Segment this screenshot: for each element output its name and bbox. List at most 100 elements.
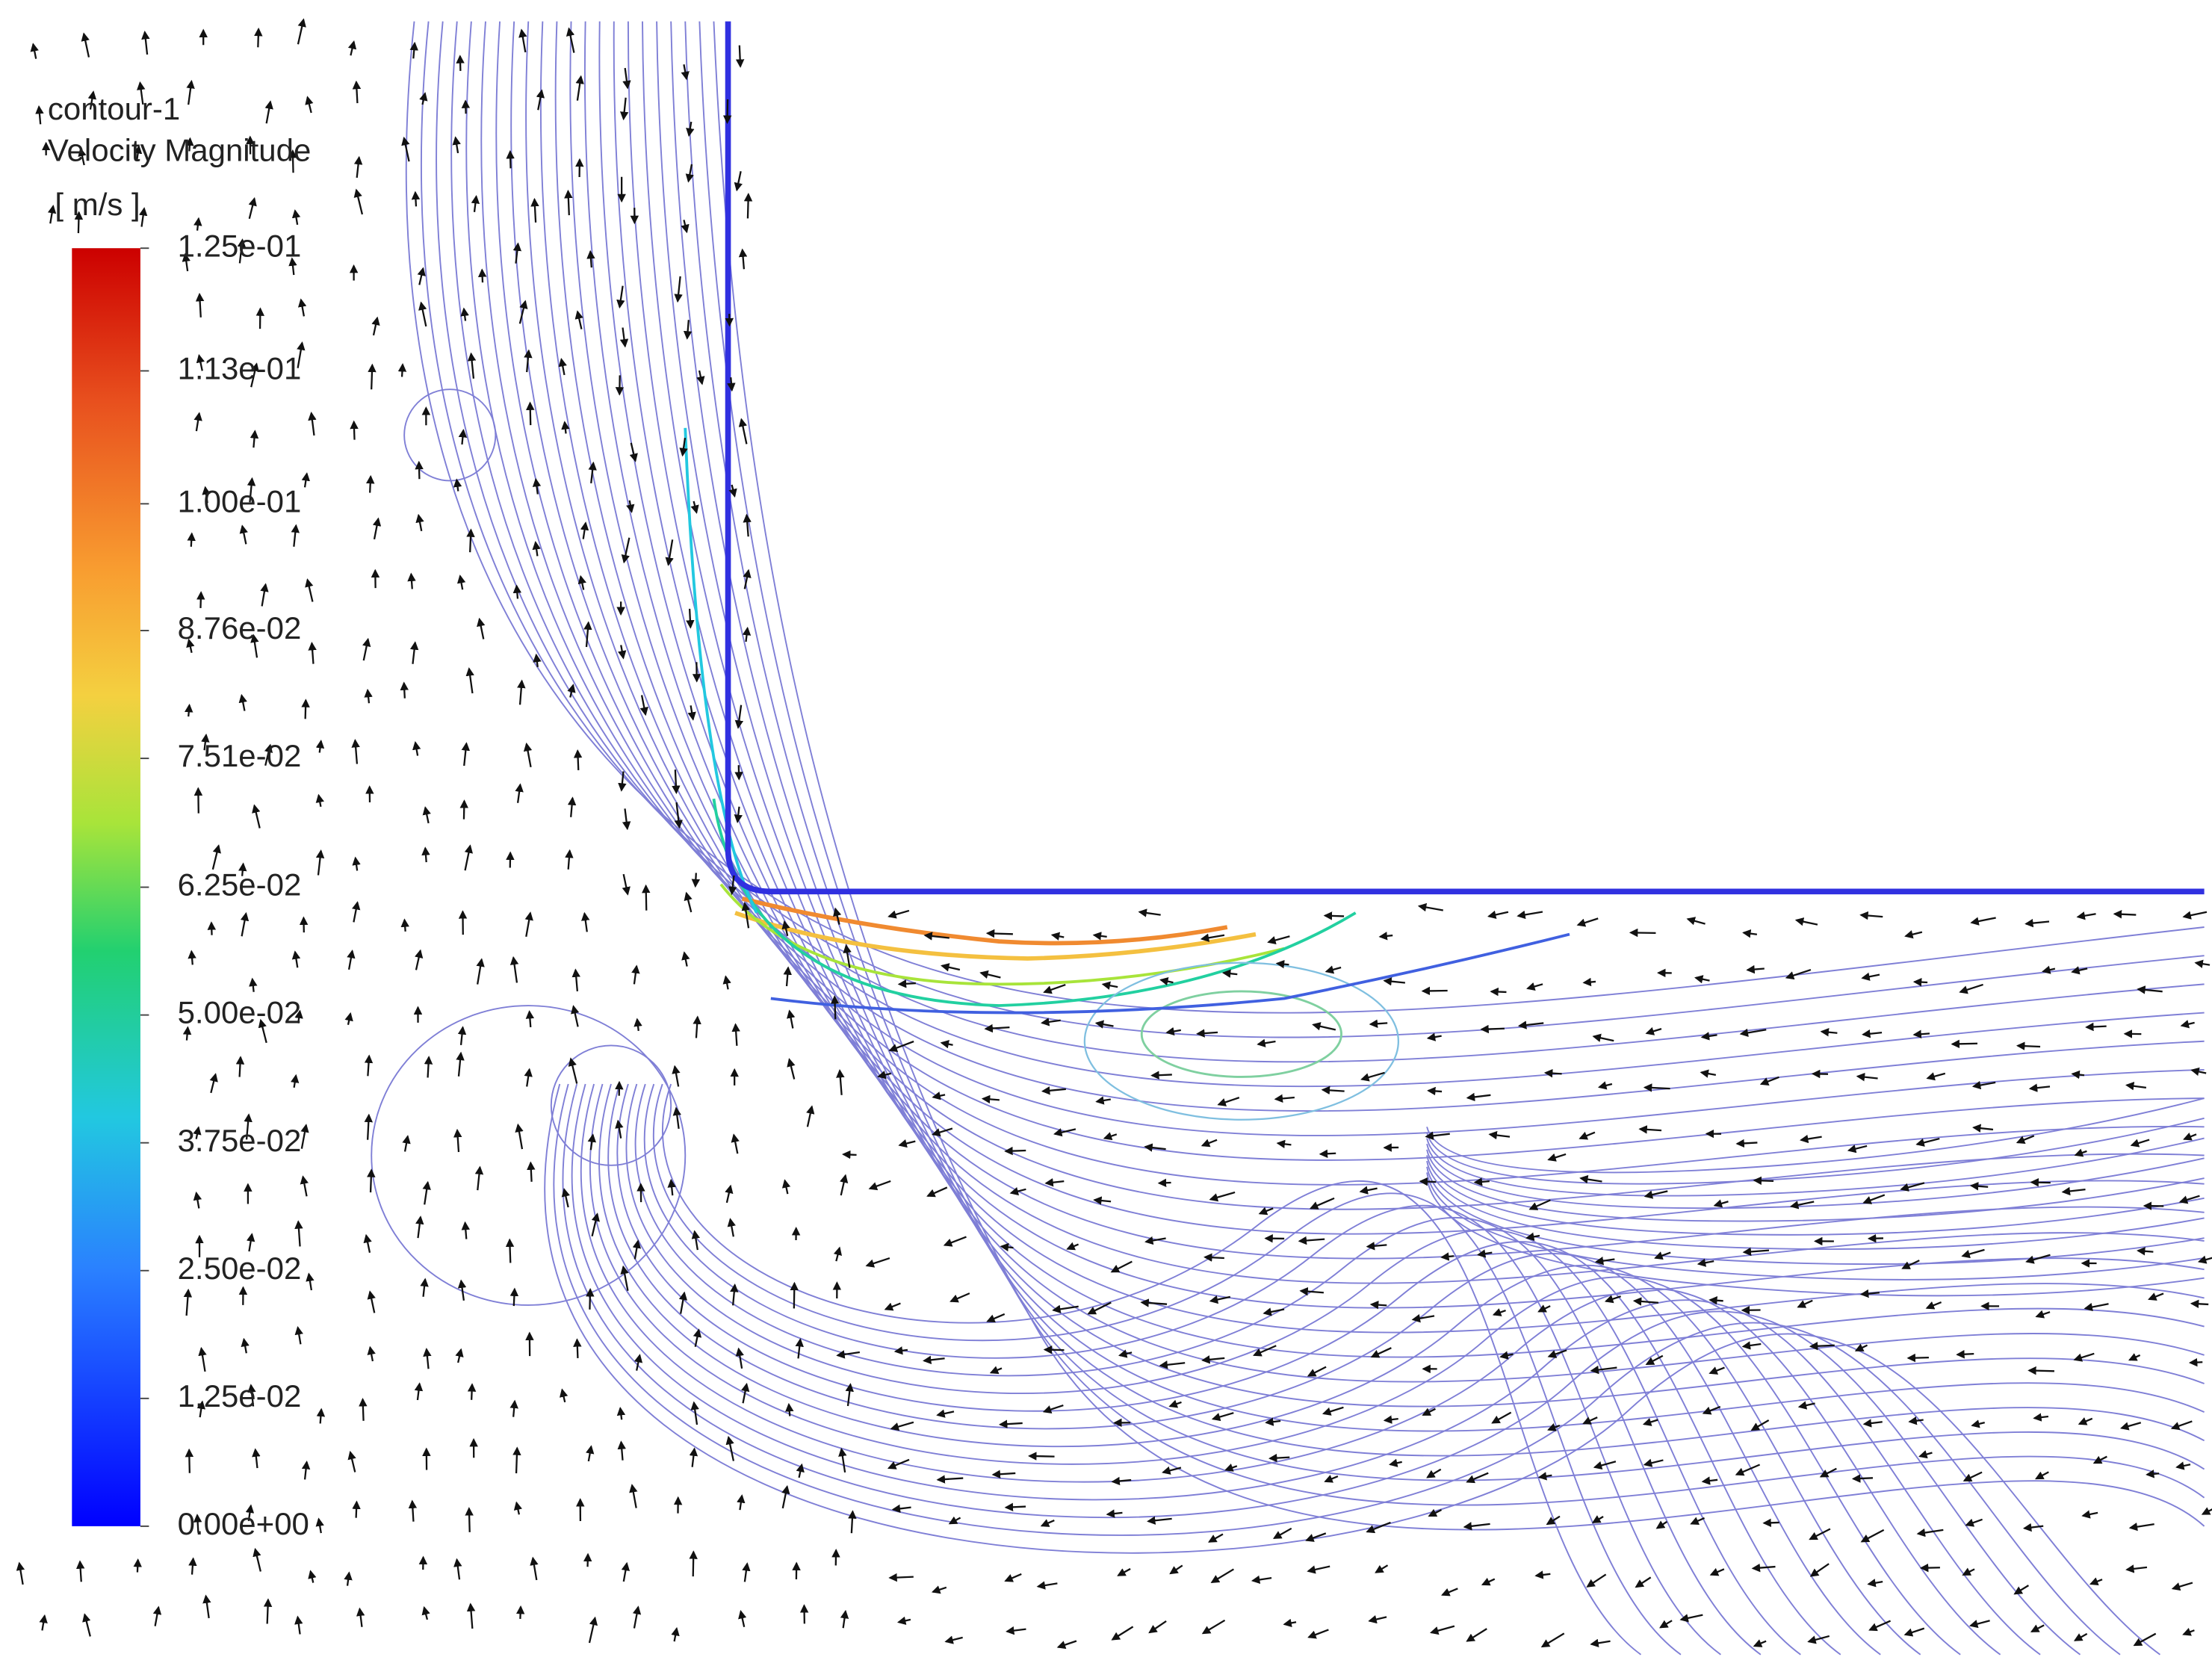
vector-arrow: [247, 477, 256, 503]
vector-arrow: [836, 1350, 861, 1359]
vector-arrow: [1904, 930, 1923, 939]
vector-arrow: [2071, 966, 2088, 975]
vector-arrow: [247, 1384, 256, 1407]
vector-arrow: [1319, 1149, 1336, 1159]
vector-arrow: [2042, 965, 2056, 974]
contour-line: [712, 798, 1357, 1007]
streamline: [643, 1083, 1721, 1656]
vector-arrow: [898, 1139, 916, 1148]
vector-arrow: [1962, 1471, 1983, 1481]
vector-arrow: [1700, 1032, 1717, 1041]
vector-arrow: [1488, 1130, 1511, 1140]
vector-arrow: [1144, 1143, 1166, 1152]
vector-arrow: [2074, 1148, 2087, 1157]
vector-arrow: [1052, 1304, 1079, 1314]
vector-arrow: [1642, 1417, 1658, 1426]
vector-arrow: [1307, 1366, 1327, 1377]
vector-arrow: [78, 147, 87, 166]
vector-arrow: [1417, 902, 1443, 912]
vector-arrow: [738, 418, 748, 445]
vector-arrow: [843, 944, 852, 968]
vector-arrow: [407, 572, 416, 589]
vector-arrow: [419, 92, 428, 105]
vector-arrow: [2073, 1632, 2088, 1641]
vector-arrow: [2178, 1195, 2200, 1204]
vector-arrow: [536, 89, 545, 111]
vector-arrow: [1697, 1258, 1714, 1267]
vector-arrow: [455, 1348, 464, 1363]
vector-arrow: [2028, 1083, 2051, 1092]
vector-arrow: [193, 412, 202, 432]
vector-arrow: [890, 1421, 914, 1431]
vector-arrow: [1659, 1620, 1673, 1629]
vector-arrow: [1263, 1307, 1285, 1316]
vector-arrow: [735, 1347, 744, 1369]
vector-arrow: [294, 1615, 303, 1635]
vector-arrow: [466, 1602, 476, 1629]
vector-arrow: [351, 739, 360, 764]
vector-arrow: [1517, 910, 1543, 920]
vector-arrow: [1324, 1475, 1339, 1483]
vector-arrow: [512, 1446, 521, 1474]
vector-arrow: [1283, 1618, 1297, 1628]
vortex: [403, 388, 497, 482]
vector-arrow: [16, 1561, 25, 1585]
vector-arrow: [626, 500, 635, 513]
contour-line: [734, 911, 1257, 961]
vector-arrow: [2081, 1510, 2098, 1519]
vector-arrow: [621, 1561, 631, 1582]
vector-arrow: [622, 873, 631, 896]
contour-line: [684, 427, 758, 914]
vector-arrow: [415, 1216, 424, 1239]
vector-arrow: [2025, 1254, 2051, 1264]
vector-arrow: [2024, 918, 2050, 928]
vector-arrow: [564, 189, 573, 216]
vector-arrow: [781, 1179, 791, 1195]
vector-arrow: [588, 1616, 598, 1644]
vector-arrow: [367, 1346, 376, 1362]
vector-arrow: [347, 1450, 356, 1473]
vector-arrow: [1537, 1304, 1551, 1313]
vector-arrow: [2128, 1522, 2154, 1532]
streamline: [405, 21, 2205, 1014]
vector-arrow: [512, 242, 522, 264]
vector-arrow: [245, 1504, 255, 1522]
streamline: [421, 21, 2205, 1038]
vector-arrow: [456, 55, 465, 71]
vector-arrow: [615, 1119, 624, 1139]
vector-arrow: [411, 191, 421, 207]
vector-arrow: [926, 1186, 948, 1198]
vector-arrow: [734, 705, 744, 729]
vector-arrow: [1103, 1132, 1118, 1141]
vector-arrow: [567, 684, 576, 698]
vector-arrow: [1378, 932, 1393, 941]
vector-arrow: [1053, 1128, 1076, 1137]
vector-arrow: [1221, 969, 1238, 978]
vector-arrow: [244, 1113, 253, 1140]
vector-arrow: [308, 641, 317, 664]
vector-arrow: [2137, 1247, 2154, 1256]
vector-arrow: [587, 1133, 597, 1151]
vector-arrow: [364, 1054, 374, 1077]
vector-arrow: [193, 217, 202, 231]
vector-arrow: [617, 1440, 626, 1461]
vector-arrow: [632, 1239, 642, 1260]
vector-arrow: [691, 1230, 700, 1251]
vector-arrow: [891, 1504, 911, 1514]
vector-arrow: [202, 486, 211, 504]
vector-arrow: [1961, 1248, 1985, 1259]
vector-arrow: [678, 1291, 688, 1314]
vector-arrow: [1305, 1532, 1327, 1542]
vector-arrow: [1797, 1401, 1815, 1410]
vector-arrow: [1040, 1519, 1055, 1527]
vector-arrow: [1968, 1620, 1990, 1629]
vector-arrow: [1466, 1472, 1489, 1484]
vector-arrow: [887, 909, 910, 919]
vector-arrow: [182, 253, 190, 272]
vector-arrow: [453, 1128, 462, 1153]
vector-arrow: [424, 1056, 433, 1078]
vector-arrow: [1036, 1581, 1058, 1590]
vector-arrow: [1028, 1452, 1055, 1461]
vector-arrow: [674, 802, 683, 829]
vector-arrow: [806, 1105, 815, 1127]
